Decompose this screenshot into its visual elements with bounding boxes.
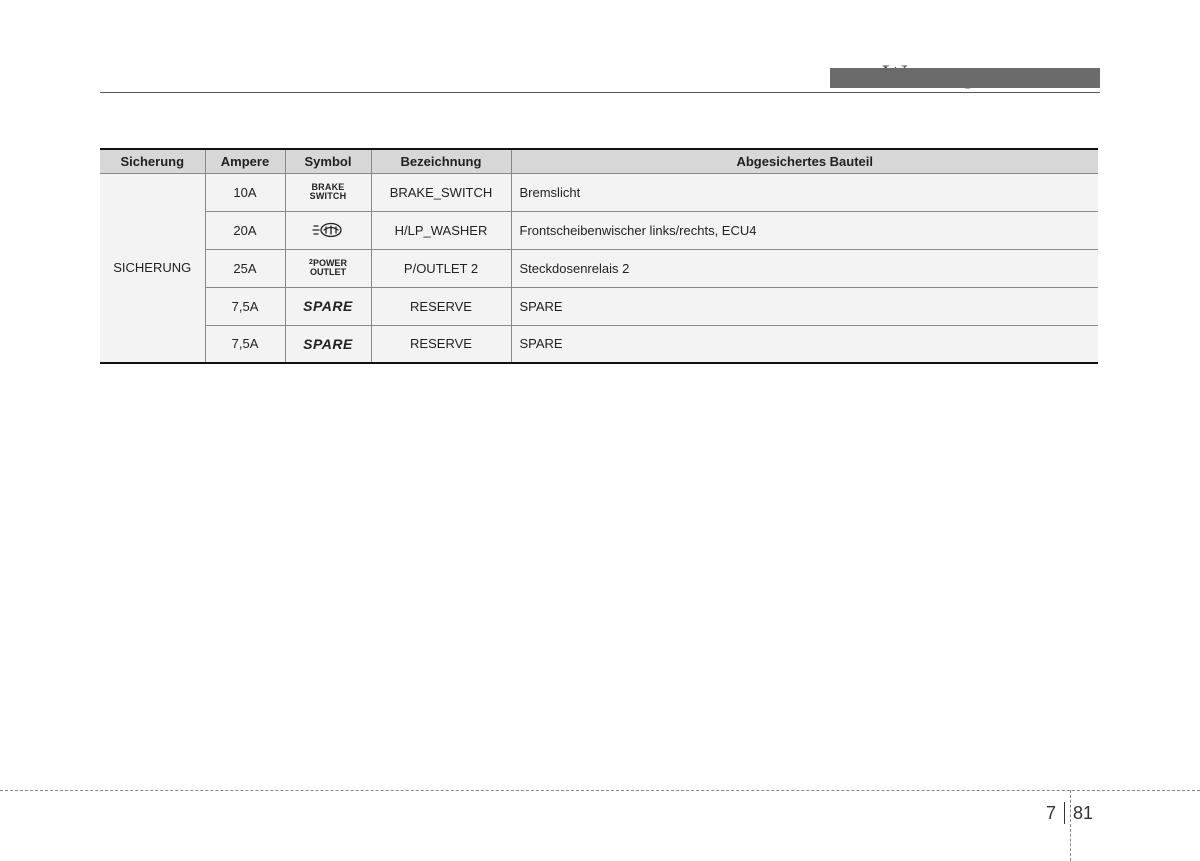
fuse-table-container: Sicherung Ampere Symbol Bezeichnung Abge… (100, 148, 1098, 364)
table-row: 25A 2POWER OUTLET P/OUTLET 2 Steckdosenr… (100, 249, 1098, 287)
chapter-number: 7 (1046, 803, 1056, 824)
cell-bez: RESERVE (371, 325, 511, 363)
cell-ampere: 10A (205, 173, 285, 211)
table-header-row: Sicherung Ampere Symbol Bezeichnung Abge… (100, 149, 1098, 173)
spare-icon: SPARE (303, 298, 353, 314)
cell-bez: P/OUTLET 2 (371, 249, 511, 287)
cell-symbol: SPARE (285, 325, 371, 363)
symbol-line2: OUTLET (310, 267, 346, 277)
header-accent-bar (830, 68, 1100, 88)
cell-bez: BRAKE_SWITCH (371, 173, 511, 211)
table-row: 20A (100, 211, 1098, 249)
headlamp-washer-icon (286, 221, 371, 239)
col-header-fuse: Sicherung (100, 149, 205, 173)
col-header-desc: Abgesichertes Bauteil (511, 149, 1098, 173)
fuse-table: Sicherung Ampere Symbol Bezeichnung Abge… (100, 148, 1098, 364)
col-header-ampere: Ampere (205, 149, 285, 173)
cell-desc: Bremslicht (511, 173, 1098, 211)
cell-ampere: 25A (205, 249, 285, 287)
cell-desc: Steckdosenrelais 2 (511, 249, 1098, 287)
page-number: 7 81 (1046, 802, 1093, 824)
page-number-separator (1064, 802, 1065, 824)
cell-symbol: SPARE (285, 287, 371, 325)
page-number-value: 81 (1073, 803, 1093, 824)
table-row: SICHERUNG 10A BRAKE SWITCH BRAKE_SWITCH … (100, 173, 1098, 211)
spare-icon: SPARE (303, 336, 353, 352)
cell-ampere: 7,5A (205, 325, 285, 363)
cell-symbol: BRAKE SWITCH (285, 173, 371, 211)
cell-desc: SPARE (511, 287, 1098, 325)
footer-vertical-dash (1070, 790, 1071, 861)
col-header-symbol: Symbol (285, 149, 371, 173)
cell-desc: SPARE (511, 325, 1098, 363)
col-header-bez: Bezeichnung (371, 149, 511, 173)
fuse-group-cell: SICHERUNG (100, 173, 205, 363)
cell-symbol (285, 211, 371, 249)
power-outlet-icon: 2POWER OUTLET (286, 259, 371, 278)
table-row: 7,5A SPARE RESERVE SPARE (100, 287, 1098, 325)
header-rule (100, 92, 1100, 93)
cell-desc: Frontscheibenwischer links/rechts, ECU4 (511, 211, 1098, 249)
footer-horizontal-dash (0, 790, 1200, 791)
cell-ampere: 20A (205, 211, 285, 249)
cell-ampere: 7,5A (205, 287, 285, 325)
cell-bez: RESERVE (371, 287, 511, 325)
table-row: 7,5A SPARE RESERVE SPARE (100, 325, 1098, 363)
page-header: Wartung (100, 60, 1100, 96)
symbol-line2: SWITCH (310, 191, 347, 201)
cell-symbol: 2POWER OUTLET (285, 249, 371, 287)
cell-bez: H/LP_WASHER (371, 211, 511, 249)
brake-switch-icon: BRAKE SWITCH (286, 183, 371, 202)
